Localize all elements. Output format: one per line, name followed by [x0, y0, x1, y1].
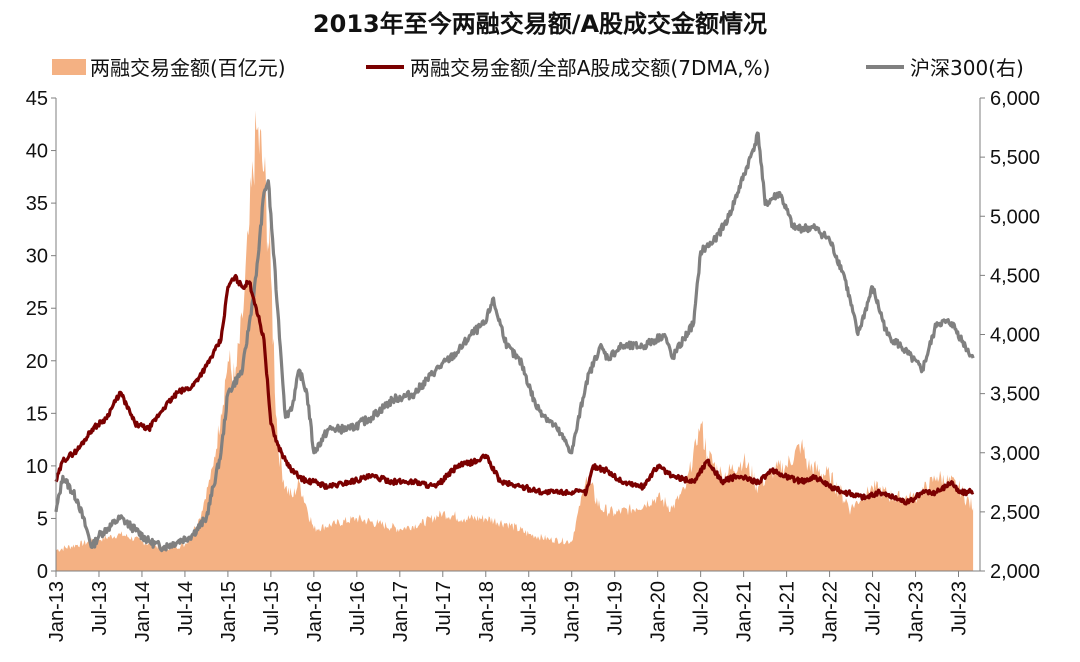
series-csi300-line	[54, 131, 975, 553]
legend-swatch-margin-volume	[52, 58, 86, 75]
y-left-tick-label: 5	[37, 508, 48, 530]
y-right-tick-label: 2,000	[990, 561, 1040, 583]
legend-item-margin-volume: 两融交易金额(百亿元)	[52, 52, 286, 81]
x-tick-label: Jul-14	[175, 581, 197, 635]
y-left-tick-label: 10	[26, 456, 48, 478]
x-tick-label: Jan-14	[132, 581, 154, 642]
x-tick-label: Jul-20	[691, 581, 713, 635]
x-tick-label: Jan-19	[562, 581, 584, 642]
x-tick-label: Jan-18	[476, 581, 498, 642]
y-right-tick-label: 2,500	[990, 502, 1040, 524]
legend-item-csi300: 沪深300(右)	[866, 52, 1024, 81]
y-left-tick-label: 0	[37, 561, 48, 583]
y-left-tick-label: 25	[26, 298, 48, 320]
legend-swatch-margin-share	[366, 64, 404, 69]
x-tick-label: Jul-18	[519, 581, 541, 635]
y-right-tick-label: 3,500	[990, 384, 1040, 406]
y-right-tick-label: 3,000	[990, 443, 1040, 465]
legend-item-margin-share: 两融交易金额/全部A股成交额(7DMA,%)	[366, 52, 770, 81]
x-tick-label: Jan-13	[46, 581, 68, 642]
legend-label-csi300: 沪深300(右)	[910, 56, 1024, 80]
x-tick-label: Jul-21	[777, 581, 799, 635]
y-right-tick-label: 6,000	[990, 88, 1040, 110]
x-tick-label: Jul-15	[261, 581, 283, 635]
series-margin-share-line	[54, 273, 975, 506]
y-left-tick-label: 15	[26, 403, 48, 425]
x-tick-label: Jan-21	[734, 581, 756, 642]
x-tick-label: Jul-16	[347, 581, 369, 635]
series-margin-volume-area	[56, 110, 974, 571]
legend-swatch-csi300	[866, 64, 904, 69]
x-tick-label: Jul-17	[433, 581, 455, 635]
legend: 两融交易金额(百亿元) 两融交易金额/全部A股成交额(7DMA,%) 沪深300…	[0, 52, 1080, 82]
x-tick-label: Jul-13	[89, 581, 111, 635]
y-left-tick-label: 30	[26, 246, 48, 268]
y-right-tick-label: 5,500	[990, 147, 1040, 169]
x-tick-label: Jul-22	[863, 581, 885, 635]
y-right-tick-label: 4,500	[990, 265, 1040, 287]
x-tick-label: Jan-23	[906, 581, 928, 642]
y-left-tick-label: 40	[26, 141, 48, 163]
y-right-tick-label: 5,000	[990, 206, 1040, 228]
x-tick-label: Jan-16	[304, 581, 326, 642]
y-right-tick-label: 4,000	[990, 325, 1040, 347]
x-tick-label: Jan-17	[390, 581, 412, 642]
x-tick-label: Jul-23	[949, 581, 971, 635]
y-left-tick-label: 20	[26, 351, 48, 373]
x-tick-label: Jan-22	[820, 581, 842, 642]
x-tick-label: Jan-20	[648, 581, 670, 642]
x-tick-label: Jan-15	[218, 581, 240, 642]
legend-label-margin-share: 两融交易金额/全部A股成交额(7DMA,%)	[410, 56, 771, 80]
chart-title: 2013年至今两融交易额/A股成交金额情况	[312, 10, 768, 38]
x-tick-label: Jul-19	[605, 581, 627, 635]
y-left-tick-label: 35	[26, 193, 48, 215]
legend-label-margin-volume: 两融交易金额(百亿元)	[90, 56, 286, 80]
y-left-tick-label: 45	[26, 88, 48, 110]
